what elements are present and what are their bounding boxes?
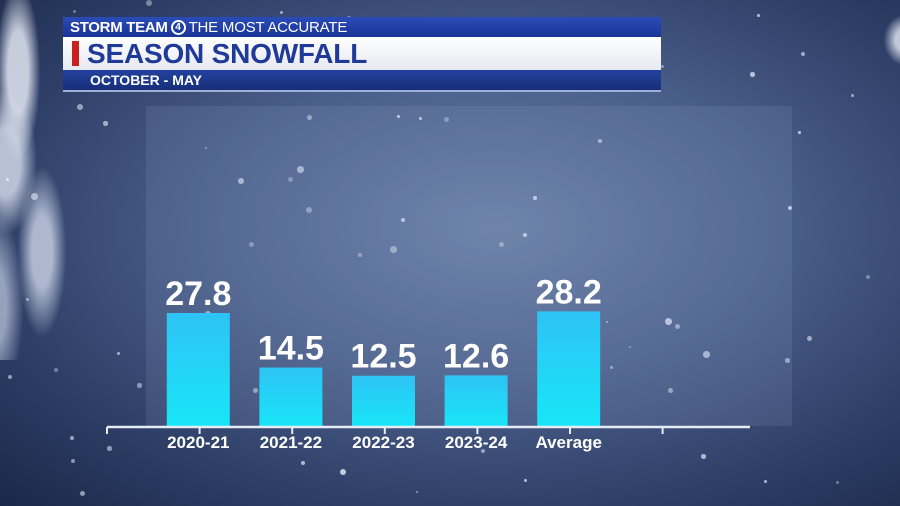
snowflake [397,115,400,118]
snowflake [788,206,793,211]
value-label-2021-22: 14.5 [258,330,324,368]
snowflake [390,246,397,253]
bar-2021-22 [259,367,323,427]
snowflake [146,0,152,6]
category-label-average: Average [535,433,601,452]
snowflake [238,178,244,184]
brand-bar: STORM TEAM 4 THE MOST ACCURATE [63,17,661,37]
snowflake [297,166,304,173]
snowflake [306,207,313,214]
snowflake [77,104,83,110]
snowflake [598,139,603,144]
snowflake [757,14,760,17]
snowflake [288,177,293,182]
bar-2020-21 [166,313,230,427]
snowflake [750,72,755,77]
value-label-2020-21: 27.8 [165,275,231,313]
snowflake [8,375,13,380]
value-label-2022-23: 12.5 [350,338,416,376]
snowflake [307,115,312,120]
snowflake [54,368,58,372]
snowflake [301,461,306,466]
brand-tagline: THE MOST ACCURATE [188,18,348,36]
snowflake [523,233,528,238]
title-bar: SEASON SNOWFALL [63,37,661,70]
snowflake [137,383,142,388]
snowflake [836,481,839,484]
category-label-2021-22: 2021-22 [260,433,322,452]
snowflake [661,65,665,69]
subtitle-bar: OCTOBER - MAY [63,70,661,92]
snowflake [610,366,614,370]
snowflake [444,117,450,123]
snowy-branch-right [880,10,900,70]
snowflake [31,193,38,200]
snowflake [401,218,406,223]
snowflake [533,196,537,200]
snowflake [107,446,112,451]
snowflake [764,480,768,484]
snowflake [703,351,710,358]
snowflake [665,318,672,325]
category-label-2020-21: 2020-21 [167,433,229,452]
category-label-2023-24: 2023-24 [445,433,508,452]
value-label-average: 28.2 [536,273,602,311]
bar-2023-24 [444,375,508,427]
snowflake [205,147,208,150]
snowflake [416,491,419,494]
snowflake [249,242,254,247]
snowflake [807,336,813,342]
bars-group [166,311,601,427]
snowflake [340,469,347,476]
snowflake [801,52,806,57]
page-title: SEASON SNOWFALL [87,37,368,69]
axis-ticks [106,427,664,434]
snowflake [71,459,75,463]
snowflake [785,358,790,363]
snowflake [26,298,29,301]
snowflake [6,178,10,182]
snowflake [419,117,423,121]
snowflake [358,253,363,258]
brand-badge-icon: 4 [170,19,186,35]
snowflake [629,346,632,349]
bar-2022-23 [352,375,415,427]
category-label-2022-23: 2022-23 [352,433,414,452]
snowflake [253,388,258,393]
page-subtitle: OCTOBER - MAY [90,72,203,88]
snowflake [73,10,76,13]
labels-group: 27.8 2020-21 14.5 2021-22 12.5 2022-23 12.6 202… [165,273,602,452]
snowflake [524,479,527,482]
snowflake [851,94,854,97]
snowflake [117,352,121,356]
snowflake [103,121,108,126]
snowflake [70,436,75,441]
snowflake [798,131,801,134]
snowflake [668,388,674,394]
snowflake [675,324,680,329]
bar-average [537,311,601,427]
title-accent-bar [72,41,79,66]
snowflake [606,321,609,324]
snowflake [280,11,283,14]
snowflake [499,242,505,248]
brand-name: STORM TEAM [70,18,168,36]
snowflake [701,454,706,459]
snowflake [80,491,85,496]
snowflake [866,275,871,280]
value-label-2023-24: 12.6 [443,337,509,375]
chart-panel [146,106,792,426]
snowflake [481,449,486,454]
